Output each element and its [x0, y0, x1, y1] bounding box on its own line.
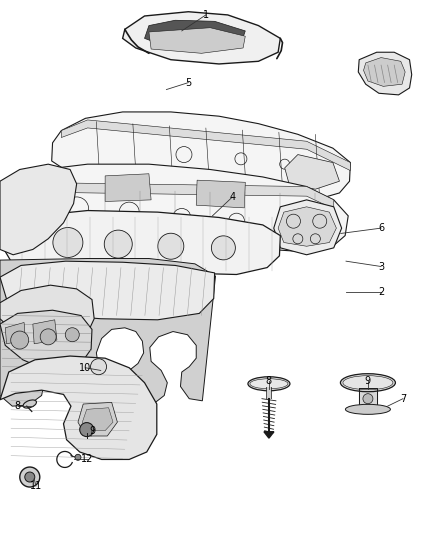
Ellipse shape	[340, 374, 396, 392]
Polygon shape	[5, 322, 25, 344]
Polygon shape	[196, 180, 245, 208]
Circle shape	[91, 359, 106, 375]
Text: 5: 5	[185, 78, 191, 87]
Text: 8: 8	[14, 401, 21, 411]
Polygon shape	[359, 388, 377, 409]
Text: 11: 11	[30, 481, 42, 491]
Text: 10: 10	[79, 363, 92, 373]
Polygon shape	[149, 28, 245, 53]
Circle shape	[158, 233, 184, 259]
Text: 7: 7	[400, 394, 406, 403]
Ellipse shape	[343, 376, 393, 390]
Polygon shape	[0, 259, 215, 406]
Polygon shape	[0, 310, 92, 370]
Polygon shape	[0, 356, 157, 459]
Text: 9: 9	[89, 426, 95, 435]
Text: 3: 3	[378, 262, 384, 271]
Circle shape	[65, 328, 79, 342]
Circle shape	[75, 454, 81, 461]
Ellipse shape	[23, 400, 36, 408]
Polygon shape	[0, 285, 94, 349]
Polygon shape	[264, 432, 274, 438]
Polygon shape	[105, 174, 151, 201]
Circle shape	[53, 228, 83, 257]
Ellipse shape	[248, 377, 290, 391]
Text: 9: 9	[365, 376, 371, 386]
Circle shape	[40, 329, 56, 345]
Polygon shape	[278, 207, 336, 246]
Polygon shape	[78, 402, 117, 436]
Polygon shape	[123, 12, 280, 64]
Text: 8: 8	[266, 376, 272, 386]
Text: 6: 6	[378, 223, 384, 233]
Polygon shape	[20, 182, 334, 209]
Polygon shape	[82, 408, 113, 431]
Ellipse shape	[250, 379, 288, 389]
Circle shape	[80, 423, 94, 437]
Circle shape	[363, 394, 373, 403]
Polygon shape	[33, 320, 57, 344]
Polygon shape	[364, 58, 405, 86]
Polygon shape	[274, 200, 342, 255]
Polygon shape	[2, 211, 280, 274]
Polygon shape	[52, 112, 350, 200]
Circle shape	[11, 331, 29, 349]
Polygon shape	[145, 20, 245, 51]
Text: 4: 4	[229, 192, 235, 202]
Polygon shape	[0, 261, 215, 320]
Polygon shape	[358, 52, 412, 95]
Polygon shape	[61, 120, 350, 171]
Ellipse shape	[346, 405, 390, 414]
Polygon shape	[0, 164, 77, 255]
Text: 2: 2	[378, 287, 384, 297]
Circle shape	[104, 230, 132, 258]
Circle shape	[212, 236, 235, 260]
Text: 12: 12	[81, 455, 94, 464]
Circle shape	[20, 467, 40, 487]
Text: 1: 1	[203, 10, 209, 20]
Polygon shape	[9, 164, 348, 252]
Circle shape	[25, 472, 35, 482]
Polygon shape	[285, 155, 339, 189]
